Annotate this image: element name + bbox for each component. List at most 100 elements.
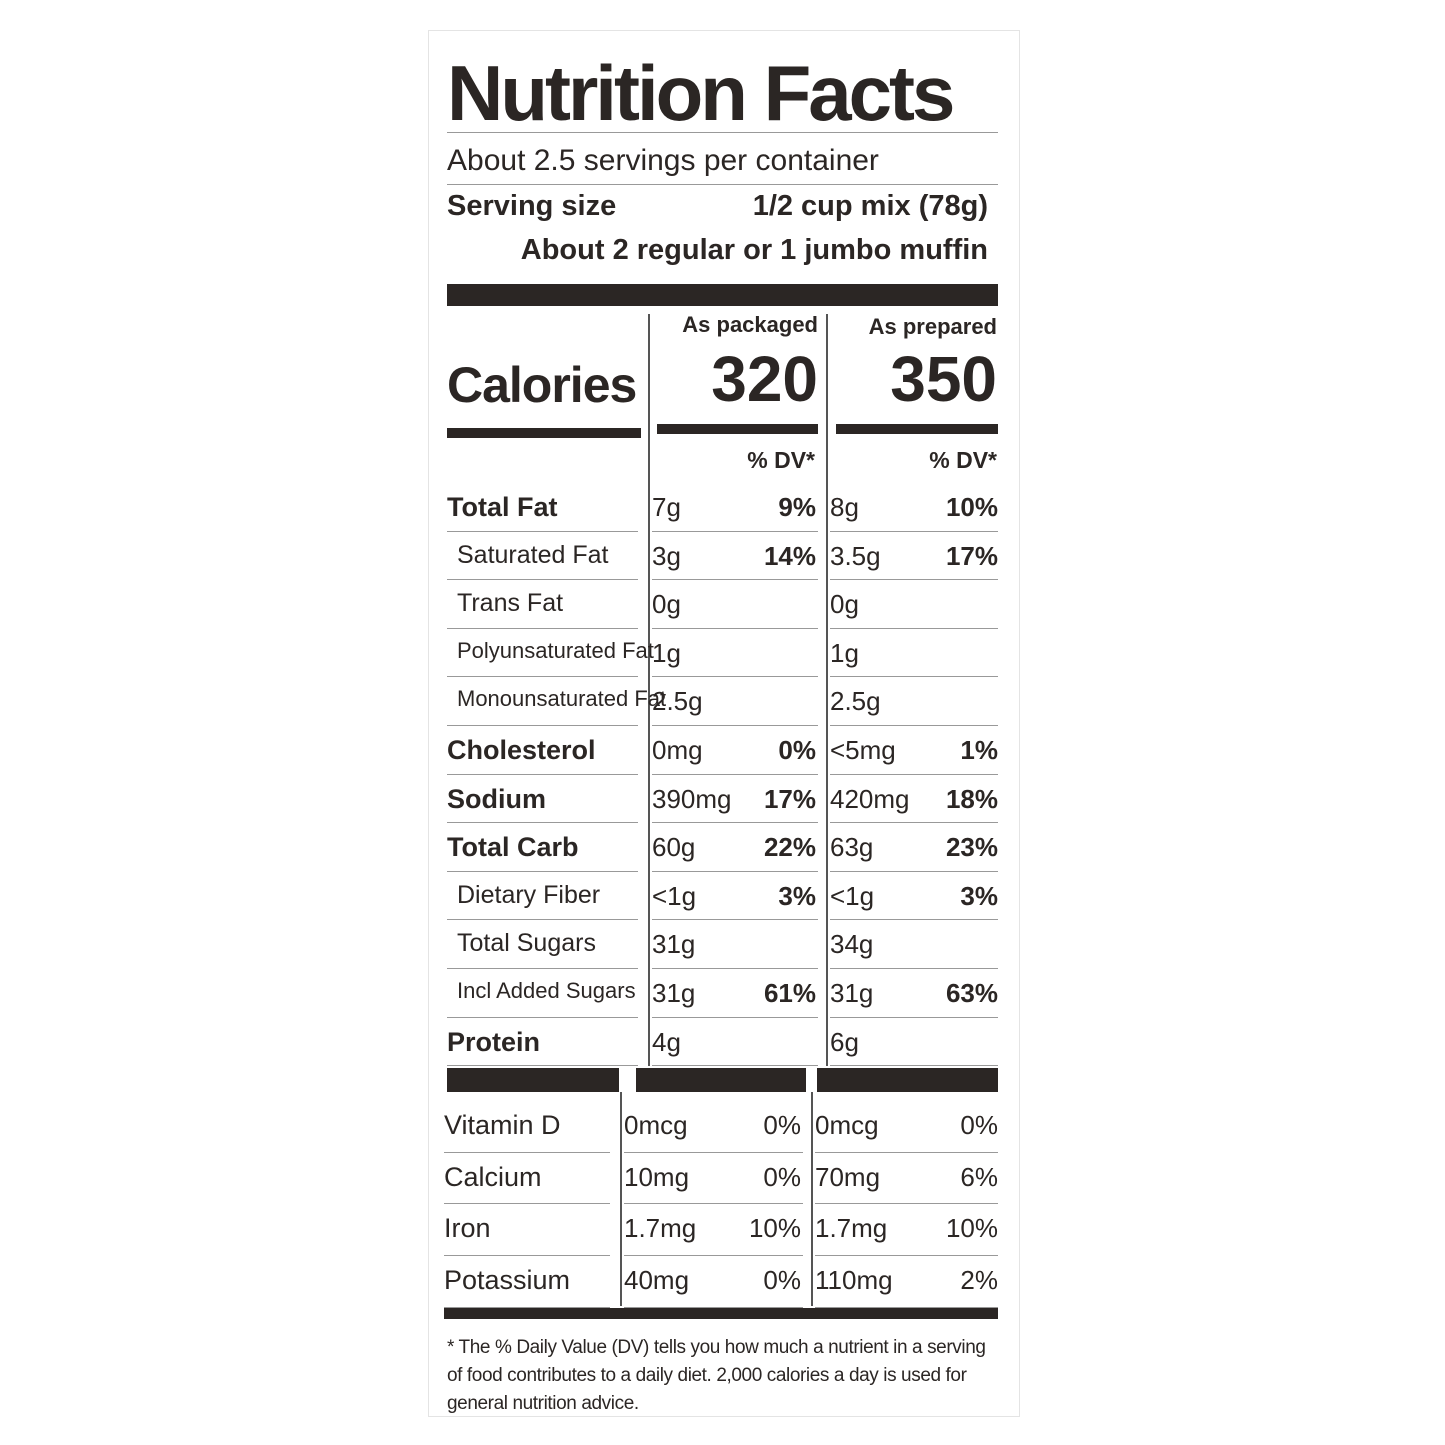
row-rule <box>447 773 638 775</box>
daily-value: 0% <box>763 1161 801 1192</box>
dv-header: % DV* <box>929 447 997 473</box>
row-rule <box>815 1255 998 1257</box>
column-header: As packaged <box>682 312 818 337</box>
amount: 3g <box>652 540 681 571</box>
column-rule <box>826 314 828 1066</box>
row-rule <box>815 1151 998 1153</box>
row-rule <box>830 919 998 921</box>
row-rule <box>830 1065 998 1067</box>
row-rule <box>652 530 818 532</box>
amount: 31g <box>652 978 696 1008</box>
row-rule <box>447 1065 638 1067</box>
thick-bar <box>447 284 998 306</box>
daily-value: 0% <box>960 1110 998 1140</box>
nutrient-name: Polyunsaturated Fat <box>457 637 654 663</box>
label-title: Nutrition Facts <box>447 49 955 137</box>
nutrient-name: Protein <box>447 1026 541 1057</box>
row-rule <box>447 822 638 824</box>
amount: <1g <box>830 880 875 911</box>
daily-value: 6% <box>960 1161 998 1192</box>
thick-bar <box>836 424 998 434</box>
daily-value: 22% <box>763 832 816 863</box>
serving-size-note: About 2 regular or 1 jumbo muffin <box>520 234 988 266</box>
row-rule <box>830 968 998 969</box>
row-rule <box>624 1203 803 1205</box>
amount: 70mg <box>815 1161 881 1192</box>
amount: 4g <box>652 1026 681 1057</box>
row-rule <box>830 530 998 532</box>
nutrient-name: Calcium <box>444 1161 542 1192</box>
daily-value: 9% <box>778 492 816 522</box>
daily-value: 3% <box>778 880 816 911</box>
row-rule <box>447 919 638 921</box>
amount: 0mcg <box>624 1110 688 1140</box>
row-rule <box>652 919 818 921</box>
nutrient-name: Total Sugars <box>457 929 596 958</box>
thick-bar <box>444 1308 998 1319</box>
daily-value: 17% <box>945 540 998 571</box>
nutrient-name: Monounsaturated Fat <box>457 686 667 712</box>
row-rule <box>652 968 818 969</box>
amount: 34g <box>830 929 874 960</box>
dv-header: % DV* <box>747 447 815 473</box>
row-rule <box>444 1255 610 1257</box>
thick-bar <box>447 1068 619 1092</box>
amount: 40mg <box>624 1265 690 1296</box>
amount: 6g <box>830 1026 859 1057</box>
row-rule <box>447 1016 638 1018</box>
amount: 60g <box>652 832 696 863</box>
daily-value: 10% <box>748 1213 801 1244</box>
daily-value: 0% <box>778 735 816 765</box>
row-rule <box>652 1065 818 1067</box>
daily-value: 10% <box>945 492 998 522</box>
row-rule <box>447 676 638 678</box>
nutrient-name: Iron <box>444 1213 491 1244</box>
nutrient-name: Potassium <box>444 1265 571 1296</box>
amount: 110mg <box>815 1265 893 1296</box>
daily-value: 18% <box>945 783 998 814</box>
amount: 1.7mg <box>815 1213 888 1244</box>
nutrient-name: Saturated Fat <box>457 540 609 569</box>
rule <box>447 132 998 133</box>
row-rule <box>447 870 638 872</box>
row-rule <box>447 627 638 629</box>
row-rule <box>830 822 998 824</box>
amount: 8g <box>830 492 859 522</box>
rule <box>447 184 998 185</box>
serving-size-value: 1/2 cup mix (78g) <box>752 190 988 222</box>
amount: 63g <box>830 832 874 863</box>
nutrient-name: Sodium <box>447 783 546 814</box>
amount: 0mcg <box>815 1110 879 1140</box>
row-rule <box>652 1016 818 1018</box>
amount: 3.5g <box>830 540 881 571</box>
amount: 390mg <box>652 783 732 814</box>
daily-value: 17% <box>763 783 816 814</box>
row-rule <box>652 822 818 824</box>
row-rule <box>447 968 638 969</box>
row-rule <box>447 579 638 581</box>
daily-value: 0% <box>763 1110 801 1140</box>
amount: 31g <box>652 929 696 960</box>
amount: 7g <box>652 492 681 522</box>
daily-value: 14% <box>763 540 816 571</box>
amount: 1.7mg <box>624 1213 697 1244</box>
amount: 31g <box>830 978 874 1008</box>
nutrient-name: Vitamin D <box>444 1110 561 1140</box>
amount: <5mg <box>830 735 896 765</box>
daily-value: 1% <box>960 735 998 765</box>
row-rule <box>815 1203 998 1205</box>
nutrient-name: Dietary Fiber <box>457 880 601 909</box>
daily-value: 3% <box>960 880 998 911</box>
daily-value: 23% <box>945 832 998 863</box>
calories-value: 350 <box>890 343 997 415</box>
calories-value: 320 <box>711 343 818 415</box>
daily-value: 10% <box>945 1213 998 1244</box>
amount: <1g <box>652 880 697 911</box>
thick-bar <box>447 428 641 438</box>
row-rule <box>624 1151 803 1153</box>
column-header: As prepared <box>868 314 997 339</box>
nutrient-name: Trans Fat <box>457 589 564 618</box>
amount: 0mg <box>652 735 703 765</box>
row-rule <box>830 773 998 775</box>
